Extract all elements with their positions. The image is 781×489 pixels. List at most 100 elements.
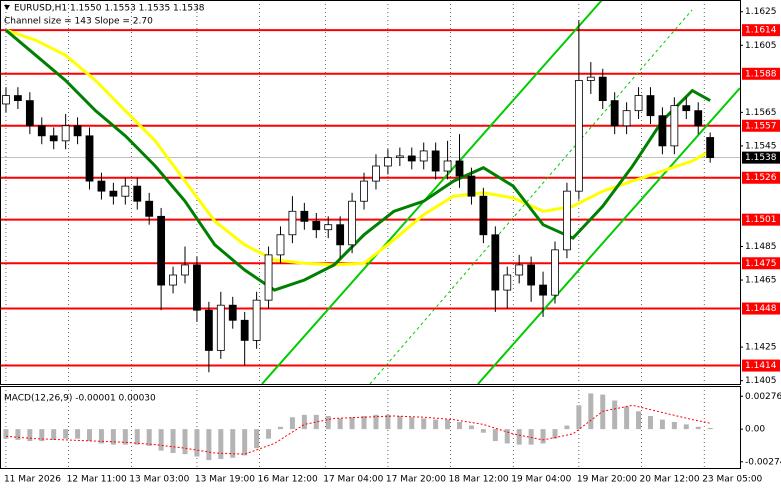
candle-body	[14, 95, 22, 102]
candle-body	[252, 299, 261, 341]
macd-bar	[480, 429, 486, 433]
candle-body	[264, 254, 273, 301]
macd-frame	[0, 386, 741, 469]
level-label-bg	[742, 171, 780, 184]
candle-body	[491, 234, 500, 291]
candle-body	[25, 100, 34, 127]
level-label-bg	[742, 24, 780, 37]
macd-bar	[349, 417, 355, 430]
candle-body	[157, 215, 166, 286]
candle-body	[312, 220, 321, 231]
macd-bar	[624, 406, 630, 430]
x-tick-label: 13 Mar 19:00	[195, 475, 255, 485]
macd-bar	[504, 429, 510, 444]
macd-y-tick-label: 0.00	[745, 425, 765, 435]
x-tick-label: 20 Mar 12:00	[640, 475, 700, 485]
macd-bar	[421, 418, 427, 430]
candle-body	[372, 165, 380, 182]
macd-bar	[218, 429, 224, 459]
macd-bar	[75, 429, 81, 439]
candle-body	[682, 105, 691, 112]
candle-body	[360, 180, 368, 202]
level-label: 1.1588	[745, 69, 777, 79]
macd-bar	[15, 429, 21, 440]
candle-body	[145, 200, 154, 217]
candle-body	[479, 195, 488, 236]
grid	[5, 0, 743, 468]
candle-body	[539, 284, 547, 296]
candle-body	[240, 319, 249, 341]
y-tick-label: 1.1605	[745, 41, 777, 51]
macd-bar	[707, 427, 713, 430]
candle-body	[348, 200, 356, 246]
moving-average	[5, 28, 711, 267]
y-tick-label: 1.1405	[745, 376, 777, 386]
macd-bar	[301, 414, 307, 430]
level-label: 1.1526	[745, 173, 777, 183]
last-price-bg	[742, 151, 780, 164]
x-tick-label: 18 Mar 12:00	[449, 475, 509, 485]
last-price-label: 1.1538	[745, 153, 777, 163]
macd-bar	[182, 429, 188, 455]
candle-body	[181, 264, 189, 276]
level-label-bg	[742, 119, 780, 132]
candle-body	[85, 135, 94, 182]
candle-body	[395, 155, 404, 159]
level-label-bg	[742, 213, 780, 226]
menu-triangle	[4, 5, 10, 10]
main-frame	[0, 0, 741, 385]
channel	[261, 0, 741, 385]
candle-body	[563, 190, 571, 251]
x-tick-label: 12 Mar 11:00	[67, 475, 127, 485]
candle-body	[622, 110, 631, 127]
macd-bar	[361, 416, 367, 430]
macd-bar	[612, 400, 618, 430]
candle-body	[288, 210, 297, 236]
candle-body	[73, 125, 82, 137]
macd-bar	[409, 417, 415, 430]
macd-bar	[588, 393, 594, 430]
candle-body	[431, 150, 440, 172]
macd-bar	[528, 429, 534, 445]
level-label-bg	[742, 257, 780, 270]
candle-body	[646, 95, 655, 117]
macd-bar	[564, 425, 570, 430]
macd-bar	[385, 414, 391, 430]
candle-body	[61, 125, 70, 142]
candle-body	[169, 274, 177, 286]
macd-bar	[230, 429, 236, 458]
candle-body	[109, 190, 118, 197]
candle-body	[193, 264, 201, 311]
macd-bar	[552, 429, 558, 439]
macd-label: MACD(12,26,9) -0.00001 0.00030	[4, 394, 156, 404]
candle-body	[503, 274, 512, 291]
labels: EURUSD,H1 1.1550 1.1553 1.1535 1.1538 Ch…	[4, 4, 781, 485]
candle-body	[634, 95, 643, 112]
y-tick-label: 1.1485	[745, 242, 777, 252]
level-label: 1.1414	[745, 361, 777, 371]
macd-bar	[134, 429, 140, 445]
macd-bar	[337, 418, 343, 430]
macd-bar	[146, 429, 152, 446]
macd-bar	[110, 429, 116, 445]
candle-body	[384, 157, 392, 167]
candle-body	[121, 185, 130, 197]
macd-bar	[671, 421, 677, 430]
chart-subtitle: Channel size = 143 Slope = 2.70	[4, 17, 153, 27]
x-tick-label: 13 Mar 03:00	[129, 475, 189, 485]
candle-body	[300, 210, 309, 222]
x-tick-label: 17 Mar 20:00	[386, 475, 446, 485]
macd-bar	[647, 416, 653, 430]
candle-body	[216, 304, 225, 351]
macd-bar	[313, 414, 319, 430]
x-tick-label: 11 Mar 2026	[4, 475, 61, 485]
macd-bar	[254, 429, 260, 449]
candle-body	[515, 264, 524, 276]
candle-body	[228, 304, 237, 321]
macd-bar	[683, 424, 689, 430]
candle-body	[551, 249, 559, 296]
channel-line	[477, 87, 741, 385]
macd-bar	[266, 429, 272, 439]
x-tick-label: 19 Mar 20:00	[577, 475, 637, 485]
